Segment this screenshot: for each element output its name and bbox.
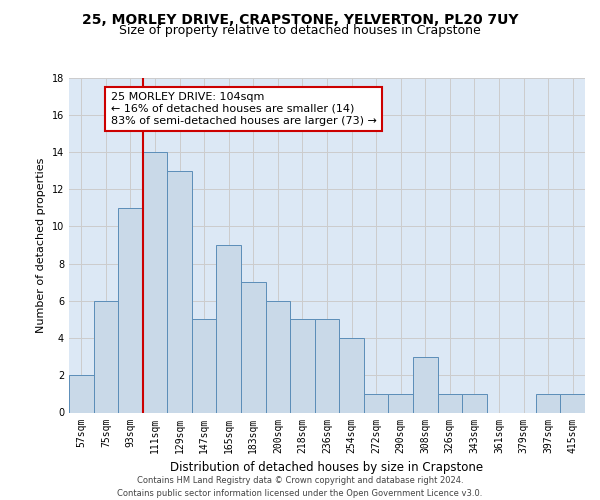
Bar — [118, 208, 143, 412]
Bar — [94, 301, 118, 412]
Bar — [560, 394, 585, 412]
Bar — [413, 356, 437, 412]
Text: 25 MORLEY DRIVE: 104sqm
← 16% of detached houses are smaller (14)
83% of semi-de: 25 MORLEY DRIVE: 104sqm ← 16% of detache… — [111, 92, 377, 126]
Bar — [241, 282, 266, 412]
Bar — [266, 301, 290, 412]
Bar — [339, 338, 364, 412]
Bar — [315, 320, 339, 412]
Bar — [69, 376, 94, 412]
Bar — [167, 170, 192, 412]
Bar — [536, 394, 560, 412]
Bar — [364, 394, 388, 412]
Text: 25, MORLEY DRIVE, CRAPSTONE, YELVERTON, PL20 7UY: 25, MORLEY DRIVE, CRAPSTONE, YELVERTON, … — [82, 12, 518, 26]
Bar — [192, 320, 217, 412]
Bar — [217, 245, 241, 412]
Text: Contains HM Land Registry data © Crown copyright and database right 2024.
Contai: Contains HM Land Registry data © Crown c… — [118, 476, 482, 498]
Bar — [437, 394, 462, 412]
X-axis label: Distribution of detached houses by size in Crapstone: Distribution of detached houses by size … — [170, 461, 484, 474]
Bar — [290, 320, 315, 412]
Bar — [388, 394, 413, 412]
Bar — [462, 394, 487, 412]
Bar — [143, 152, 167, 412]
Y-axis label: Number of detached properties: Number of detached properties — [36, 158, 46, 332]
Text: Size of property relative to detached houses in Crapstone: Size of property relative to detached ho… — [119, 24, 481, 37]
